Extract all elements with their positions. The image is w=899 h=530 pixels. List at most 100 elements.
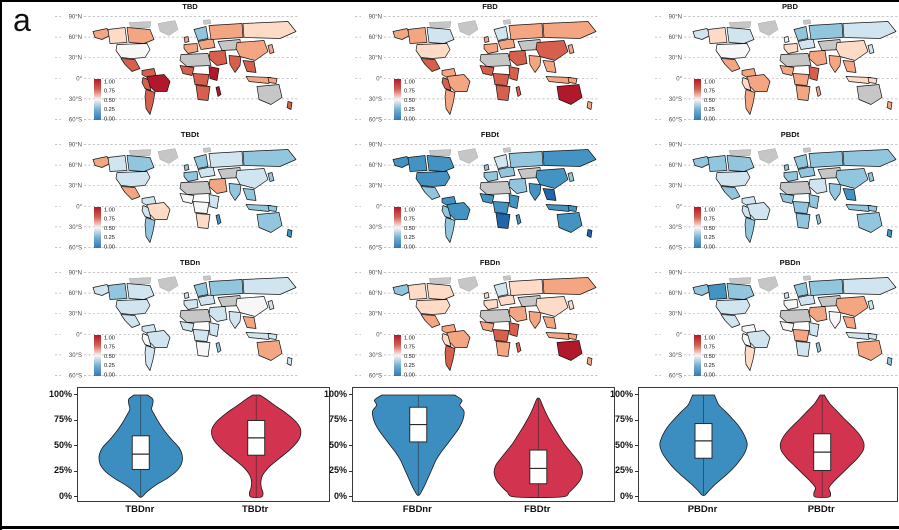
country-patch-australia xyxy=(856,340,883,361)
violin-category-label: TBDnr xyxy=(125,504,155,515)
y-axis-tick-label: 100% xyxy=(48,388,72,399)
legend-tick-label: 0.50 xyxy=(104,354,115,360)
legend-tick-label: 0.50 xyxy=(104,98,115,104)
country-patch-russia-east xyxy=(542,149,597,167)
country-patch-new-zealand xyxy=(586,101,593,110)
country-patch-canada-east xyxy=(726,283,755,300)
country-patch-mexico xyxy=(120,314,141,328)
lat-tick-label: 0° xyxy=(76,204,82,210)
map-panel-FBDt: 90°N 60°N 30°N 0° 30°S 60°S FBDt 1.00 0.75 0.50 0.… xyxy=(355,130,598,252)
y-axis-tick-mark xyxy=(74,445,78,446)
map-panel-PBD: 90°N 60°N 30°N 0° 30°S 60°S PBD 1.00 0.75 0.50 0.2… xyxy=(655,2,898,124)
country-patch-australia xyxy=(256,212,283,233)
nodata-region-arctic-islands xyxy=(428,149,452,157)
color-legend: 1.00 0.75 0.50 0.25 0.00 xyxy=(694,207,715,250)
country-patch-india xyxy=(228,311,242,329)
lat-tick-label: 90°N xyxy=(69,271,82,277)
legend-tick-label: 0.25 xyxy=(104,363,115,369)
country-patch-north-africa xyxy=(479,309,512,323)
map-panel-wrapper-PBD: 90°N 60°N 30°N 0° 30°S 60°S PBD 1.00 0.75 0.50 0.2… xyxy=(600,0,899,128)
country-patch-united-kingdom xyxy=(183,292,190,299)
country-patch-new-zealand xyxy=(586,229,593,238)
country-patch-indonesia xyxy=(845,76,872,84)
country-patch-russia-east xyxy=(242,277,297,295)
nodata-region-svalbard xyxy=(502,19,512,25)
country-patch-central-africa xyxy=(792,329,810,342)
lat-tick-label: 30°N xyxy=(69,184,82,190)
world-map xyxy=(92,19,297,115)
country-patch-russia-west xyxy=(508,23,544,40)
legend-tick-label: 0.75 xyxy=(104,89,115,95)
country-patch-indonesia xyxy=(845,204,872,212)
country-patch-india xyxy=(828,183,842,201)
country-patch-india xyxy=(528,311,542,329)
country-patch-india xyxy=(828,55,842,73)
country-patch-china xyxy=(535,296,569,317)
country-patch-peru-bolivia xyxy=(141,333,152,347)
country-patch-east-africa xyxy=(808,194,820,209)
country-patch-indonesia xyxy=(245,332,272,340)
violin-plot-area xyxy=(638,387,898,502)
legend-gradient-bar xyxy=(94,79,101,120)
lat-tick-label: 30°N xyxy=(369,56,382,62)
lat-tick-label: 0° xyxy=(376,76,382,82)
legend-gradient-bar xyxy=(394,335,401,376)
violin-plot-area xyxy=(77,387,330,502)
country-patch-madagascar xyxy=(215,214,222,225)
country-patch-canada-west xyxy=(707,155,728,172)
y-axis-tick-label: 0% xyxy=(58,490,72,501)
y-axis-tick-mark xyxy=(349,496,353,497)
world-map xyxy=(692,147,897,243)
violin-category-label: FBDtr xyxy=(524,504,551,515)
legend-tick-label: 0.25 xyxy=(704,107,715,113)
legend-tick-label: 0.00 xyxy=(104,244,115,250)
country-patch-argentina-chile xyxy=(444,89,456,115)
legend-tick-label: 0.75 xyxy=(704,89,715,95)
country-patch-india xyxy=(828,311,842,329)
country-patch-peru-bolivia xyxy=(741,205,752,219)
country-patch-peru-bolivia xyxy=(441,333,452,347)
y-axis-tick-mark xyxy=(635,394,639,395)
country-patch-canada-east xyxy=(726,155,755,172)
country-patch-indonesia xyxy=(245,204,272,212)
legend-tick-label: 0.25 xyxy=(104,107,115,113)
violin-panel-TBD: 100% 75% 50% 25% 0% TBDnr TBDtr xyxy=(32,387,330,519)
country-patch-russia-west xyxy=(508,279,544,296)
lat-tick-label: 60°S xyxy=(669,118,682,124)
nodata-region-arctic-islands xyxy=(428,21,452,29)
legend-tick-label: 0.00 xyxy=(404,372,415,378)
country-patch-southern-africa xyxy=(195,85,211,101)
country-patch-southern-africa xyxy=(195,213,211,229)
legend-tick-label: 1.00 xyxy=(704,336,715,342)
country-patch-japan xyxy=(567,172,575,182)
lat-tick-label: 90°N xyxy=(669,143,682,149)
nodata-region-greenland xyxy=(457,20,479,36)
country-patch-southeast-asia xyxy=(842,316,857,329)
country-patch-russia-west xyxy=(808,23,844,40)
country-patch-west-africa xyxy=(479,193,495,204)
country-patch-usa xyxy=(415,299,451,315)
country-patch-russia-east xyxy=(242,21,297,39)
country-patch-southern-africa xyxy=(495,213,511,229)
country-patch-peru-bolivia xyxy=(141,205,152,219)
figure-label: a xyxy=(13,2,31,38)
country-patch-north-africa xyxy=(479,53,512,67)
y-axis-tick-label: 75% xyxy=(53,414,72,424)
country-patch-southeast-asia xyxy=(242,60,257,73)
country-patch-western-europe xyxy=(783,299,799,310)
country-patch-papua-new-guinea xyxy=(567,333,578,340)
lat-tick-label: 60°N xyxy=(369,291,382,297)
lat-tick-label: 90°N xyxy=(69,15,82,21)
lat-tick-label: 60°N xyxy=(669,163,682,169)
country-patch-usa xyxy=(415,43,451,59)
nodata-region-greenland xyxy=(157,276,179,292)
country-patch-papua-new-guinea xyxy=(867,205,878,212)
country-patch-argentina-chile xyxy=(444,345,456,371)
country-patch-china xyxy=(835,296,869,317)
lat-tick-label: 60°S xyxy=(69,118,82,124)
lat-tick-label: 30°S xyxy=(69,225,82,231)
world-map xyxy=(92,275,297,371)
y-axis-tick-label: 0% xyxy=(619,490,633,501)
legend-tick-label: 0.25 xyxy=(704,363,715,369)
country-patch-southeast-asia xyxy=(242,188,257,201)
